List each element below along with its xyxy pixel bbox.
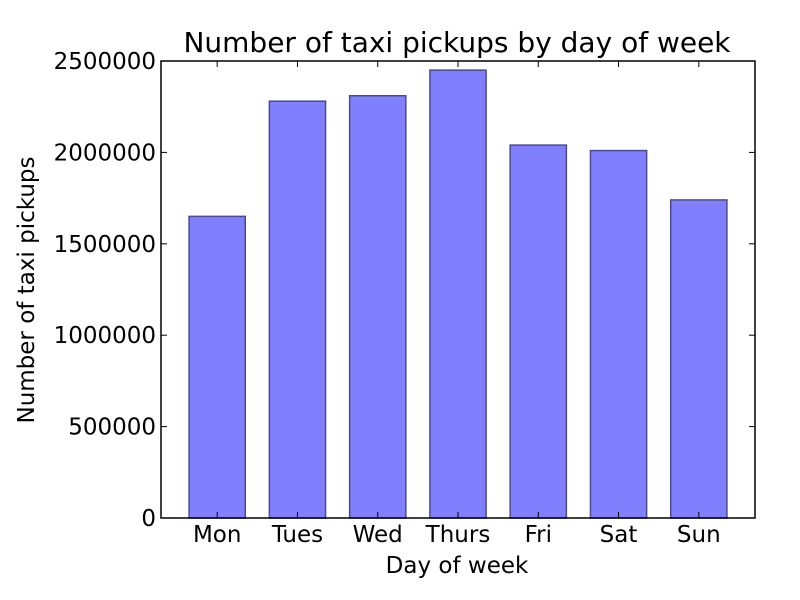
x-tick-label: Mon xyxy=(193,522,242,548)
bar-sat xyxy=(589,149,648,519)
chart-title: Number of taxi pickups by day of week xyxy=(183,26,731,59)
bar-wed xyxy=(348,94,407,519)
plot-frame xyxy=(160,60,756,519)
x-tick-label: Sat xyxy=(600,522,638,548)
y-tick-label: 0 xyxy=(141,506,156,532)
bars-group xyxy=(188,69,728,519)
x-tick-label: Sun xyxy=(677,522,721,548)
y-tick-label: 2500000 xyxy=(54,49,156,75)
bar-sun xyxy=(669,199,728,519)
y-tick-label: 1000000 xyxy=(54,323,156,349)
x-tick-label: Tues xyxy=(271,522,323,548)
bar-tues xyxy=(268,100,327,519)
y-axis-label: Number of taxi pickups xyxy=(14,156,40,423)
y-tick-label: 500000 xyxy=(68,415,156,441)
bar-thurs xyxy=(429,69,487,519)
x-tick-label: Fri xyxy=(525,522,552,548)
bar-fri xyxy=(509,144,568,519)
x-tick-label: Thurs xyxy=(425,522,491,548)
y-axis-ticks: 0 500000 1000000 1500000 2000000 2500000 xyxy=(54,49,755,532)
x-axis-ticks: Mon Tues Wed Thurs Fri Sat Sun xyxy=(193,61,721,548)
y-tick-label: 2000000 xyxy=(54,140,156,166)
x-axis-label: Day of week xyxy=(386,553,529,579)
x-tick-label: Wed xyxy=(353,522,403,548)
bar-mon xyxy=(188,215,247,519)
y-tick-label: 1500000 xyxy=(54,232,156,258)
